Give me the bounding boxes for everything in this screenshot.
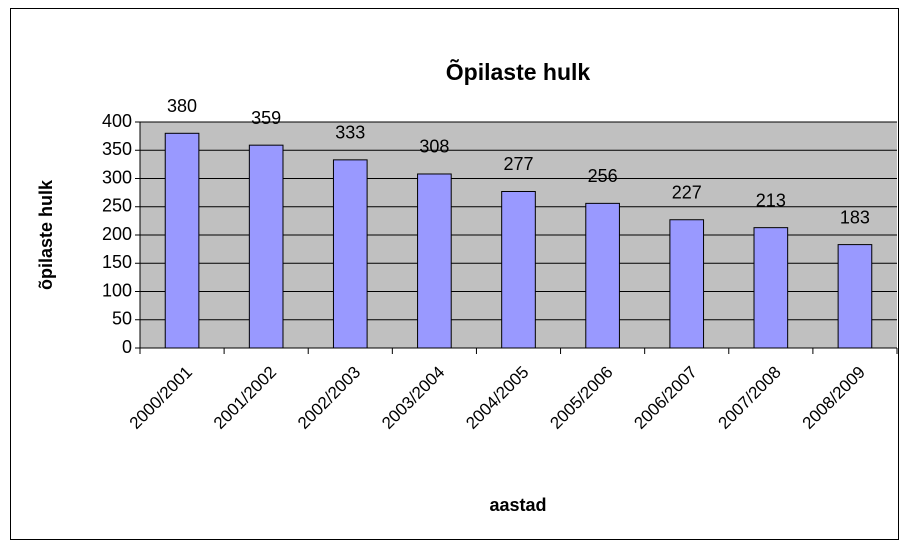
data-label: 256: [588, 166, 618, 186]
data-label: 213: [756, 190, 786, 210]
data-label: 277: [503, 154, 533, 174]
y-tick-label: 150: [102, 252, 132, 272]
y-tick-label: 200: [102, 224, 132, 244]
bar: [501, 190, 536, 349]
bar: [837, 244, 873, 349]
data-label: 359: [251, 108, 281, 128]
y-tick-label: 50: [112, 309, 132, 329]
bar: [669, 219, 705, 349]
data-label: 308: [419, 137, 449, 157]
y-tick-label: 0: [122, 337, 132, 357]
bar: [753, 227, 789, 349]
bar: [248, 144, 284, 349]
bar: [164, 132, 200, 349]
bar: [417, 173, 452, 349]
data-label: 227: [672, 182, 702, 202]
y-tick-label: 250: [102, 196, 132, 216]
y-tick-label: 400: [102, 111, 132, 131]
bar: [585, 202, 620, 349]
y-axis-title: õpilaste hulk: [36, 179, 56, 290]
data-label: 333: [335, 123, 365, 143]
x-axis-title: aastad: [489, 495, 546, 515]
y-tick-label: 300: [102, 167, 132, 187]
y-tick-label: 100: [102, 280, 132, 300]
chart-title: Õpilaste hulk: [446, 58, 591, 85]
y-tick-label: 350: [102, 139, 132, 159]
data-label: 380: [167, 96, 197, 116]
data-label: 183: [840, 207, 870, 227]
bar: [332, 159, 368, 349]
